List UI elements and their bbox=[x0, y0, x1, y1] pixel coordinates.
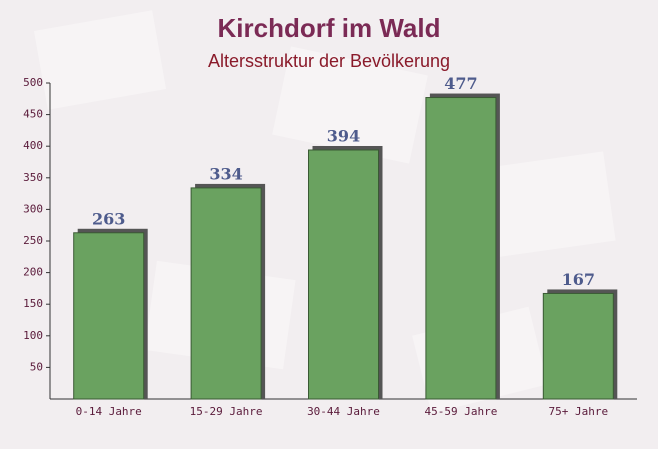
bar bbox=[542, 292, 614, 400]
value-label: 167 bbox=[562, 270, 595, 289]
value-label: 334 bbox=[209, 164, 242, 183]
y-tick-label: 500 bbox=[23, 76, 43, 89]
chart-subtitle: Altersstruktur der Bevölkerung bbox=[208, 51, 450, 71]
y-tick-label: 150 bbox=[23, 297, 43, 310]
y-tick-label: 100 bbox=[23, 329, 43, 342]
x-tick-label: 45-59 Jahre bbox=[424, 405, 497, 418]
y-tick-label: 50 bbox=[30, 360, 43, 373]
x-tick-label: 0-14 Jahre bbox=[76, 405, 142, 418]
y-tick-label: 300 bbox=[23, 202, 43, 215]
y-tick-label: 250 bbox=[23, 234, 43, 247]
value-label: 394 bbox=[327, 126, 360, 145]
bar bbox=[425, 97, 497, 400]
x-tick-label: 75+ Jahre bbox=[548, 405, 608, 418]
bar bbox=[73, 232, 145, 400]
y-tick-label: 400 bbox=[23, 139, 43, 152]
y-tick-label: 200 bbox=[23, 266, 43, 279]
value-label: 477 bbox=[444, 74, 477, 93]
x-tick-label: 30-44 Jahre bbox=[307, 405, 380, 418]
chart-title: Kirchdorf im Wald bbox=[218, 13, 441, 43]
value-label: 263 bbox=[92, 209, 125, 228]
y-tick-label: 450 bbox=[23, 108, 43, 121]
bar bbox=[190, 187, 262, 400]
x-tick-label: 15-29 Jahre bbox=[190, 405, 263, 418]
y-tick-label: 350 bbox=[23, 171, 43, 184]
bar bbox=[308, 149, 379, 400]
